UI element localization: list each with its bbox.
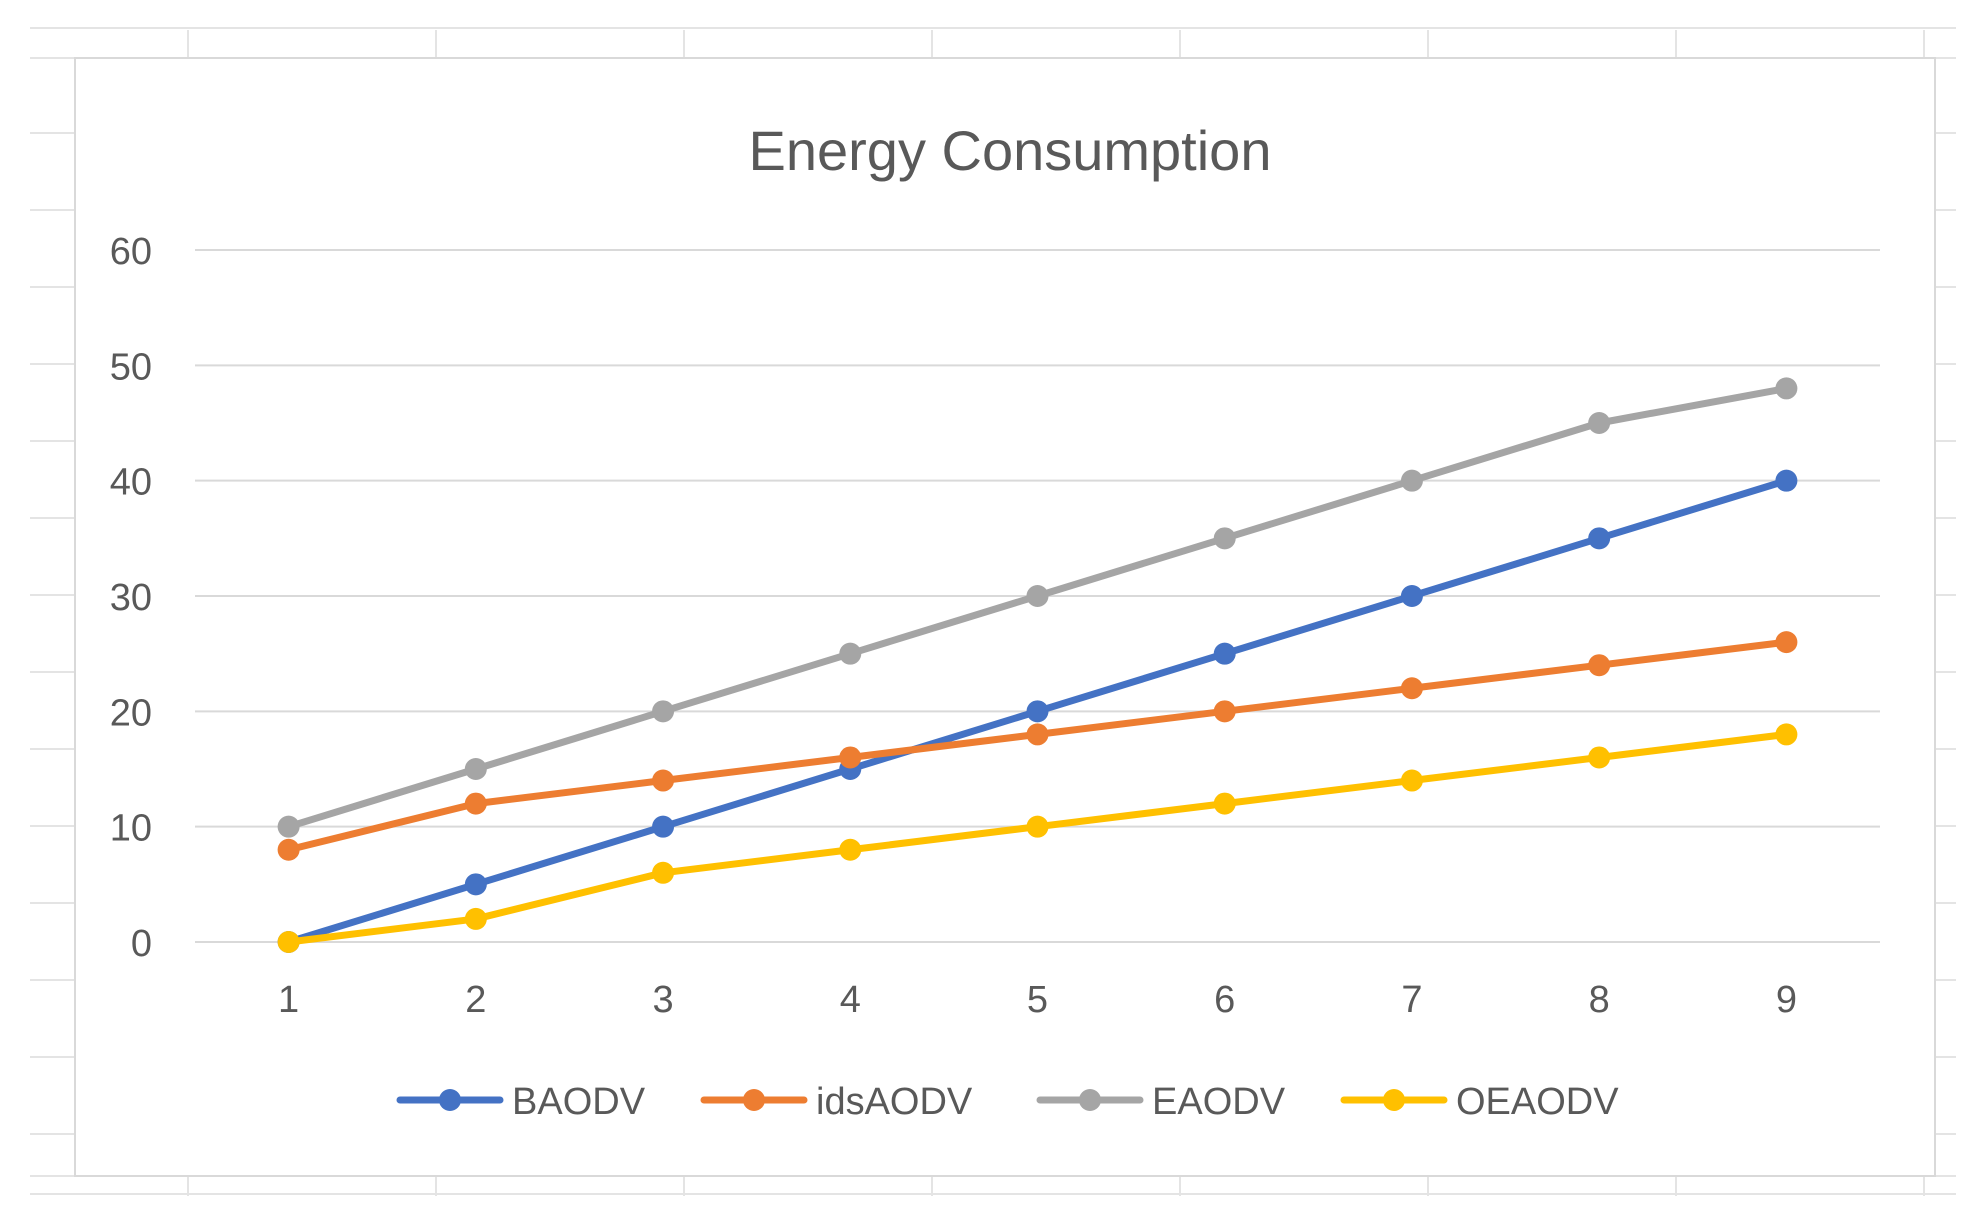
data-point bbox=[839, 838, 862, 861]
data-point bbox=[1775, 469, 1798, 492]
data-point bbox=[1026, 815, 1049, 838]
data-point bbox=[464, 873, 487, 896]
data-point bbox=[1213, 527, 1236, 550]
x-tick-label: 4 bbox=[840, 979, 861, 1021]
legend-label: EAODV bbox=[1152, 1081, 1286, 1123]
data-point bbox=[652, 700, 675, 723]
data-point bbox=[1588, 746, 1611, 769]
data-point bbox=[1213, 792, 1236, 815]
y-tick-label: 60 bbox=[110, 231, 152, 273]
data-point bbox=[1213, 700, 1236, 723]
legend-label: BAODV bbox=[512, 1081, 646, 1123]
legend-item: BAODV bbox=[396, 1081, 646, 1123]
data-point bbox=[464, 758, 487, 780]
data-point bbox=[1400, 769, 1423, 792]
legend-swatch-marker bbox=[439, 1089, 461, 1111]
series-EAODV bbox=[277, 377, 1798, 838]
chart-title: Energy Consumption bbox=[749, 119, 1272, 182]
y-tick-label: 30 bbox=[110, 577, 152, 619]
data-point bbox=[277, 838, 300, 861]
data-point bbox=[1026, 585, 1049, 607]
x-tick-label: 5 bbox=[1027, 979, 1048, 1021]
data-point bbox=[277, 815, 300, 838]
y-tick-label: 40 bbox=[110, 462, 152, 504]
legend-swatch-marker bbox=[743, 1089, 765, 1111]
y-tick-label: 0 bbox=[131, 923, 152, 965]
data-point bbox=[1775, 377, 1798, 400]
legend-swatch-marker bbox=[1079, 1089, 1101, 1111]
data-point bbox=[464, 907, 487, 930]
legend: BAODV idsAODV EAODV OEAODV bbox=[396, 1081, 1619, 1123]
data-point bbox=[1400, 469, 1423, 492]
x-tick-label: 9 bbox=[1776, 979, 1797, 1021]
data-point bbox=[1400, 677, 1423, 700]
x-tick-label: 1 bbox=[278, 979, 299, 1021]
data-point bbox=[652, 815, 675, 838]
legend-item: EAODV bbox=[1036, 1081, 1286, 1123]
data-point bbox=[1775, 631, 1798, 654]
legend-item: OEAODV bbox=[1340, 1081, 1619, 1123]
x-tick-label: 2 bbox=[465, 979, 486, 1021]
y-axis-tick-labels: 0 10 20 30 40 50 60 bbox=[110, 231, 152, 965]
chart-area-frame bbox=[74, 57, 1936, 1177]
y-tick-label: 10 bbox=[110, 808, 152, 850]
x-tick-label: 8 bbox=[1589, 979, 1610, 1021]
data-point bbox=[277, 931, 300, 953]
data-point bbox=[1588, 527, 1611, 550]
data-point bbox=[652, 861, 675, 884]
x-tick-label: 6 bbox=[1214, 979, 1235, 1021]
series-idsAODV bbox=[277, 631, 1798, 861]
data-point bbox=[839, 642, 862, 665]
data-point bbox=[1588, 412, 1611, 434]
legend-label: idsAODV bbox=[816, 1081, 973, 1123]
data-point bbox=[839, 746, 862, 769]
series-layer bbox=[277, 377, 1798, 953]
data-point bbox=[1588, 654, 1611, 677]
data-point bbox=[1400, 585, 1423, 607]
data-point bbox=[464, 792, 487, 815]
legend-swatch-marker bbox=[1383, 1089, 1405, 1111]
data-point bbox=[1775, 723, 1798, 746]
data-point bbox=[1026, 700, 1049, 723]
series-OEAODV bbox=[277, 723, 1798, 953]
y-tick-label: 50 bbox=[110, 346, 152, 388]
data-point bbox=[652, 769, 675, 792]
data-point bbox=[1026, 723, 1049, 746]
x-tick-label: 7 bbox=[1401, 979, 1422, 1021]
x-axis-tick-labels: 1 2 3 4 5 6 7 8 9 bbox=[278, 979, 1797, 1021]
legend-label: OEAODV bbox=[1456, 1081, 1619, 1123]
legend-item: idsAODV bbox=[700, 1081, 973, 1123]
x-tick-label: 3 bbox=[652, 979, 673, 1021]
data-point bbox=[1213, 642, 1236, 665]
y-tick-label: 20 bbox=[110, 692, 152, 734]
